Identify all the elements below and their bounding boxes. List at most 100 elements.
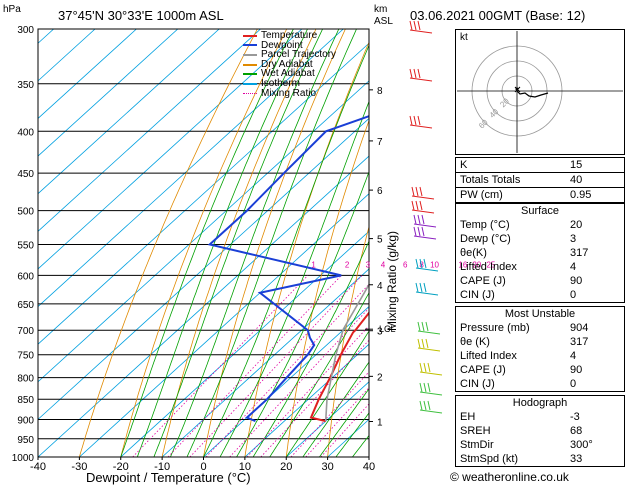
wet-adiabat-line: [186, 29, 357, 457]
pressure-tick-label: 950: [17, 435, 34, 446]
series-parcel-trajectory: [324, 283, 369, 422]
hpa-axis-unit: hPa: [3, 4, 21, 15]
legend-item: Dewpoint: [243, 40, 358, 51]
dry-adiabat-line: [368, 449, 369, 457]
stat-value: 90: [566, 274, 625, 288]
dry-adiabat-line: [203, 29, 346, 457]
legend-item: Parcel Trajectory: [243, 50, 358, 60]
wind-barb-icon: [409, 20, 433, 34]
stat-label: CAPE (J): [455, 363, 566, 377]
x-tick-label: -40: [30, 461, 46, 473]
wet-adiabat-line: [269, 291, 369, 457]
wet-adiabat-line: [203, 44, 369, 457]
legend-label: Isotherm: [261, 77, 300, 89]
wet-adiabat-line: [319, 388, 369, 457]
legend-swatch: [243, 34, 257, 37]
legend-item: Temperature: [243, 31, 358, 41]
stat-value: 3: [566, 232, 625, 246]
dry-adiabat-line: [79, 29, 258, 457]
mixing-ratio-axis-label: Mixing Ratio (g/kg): [385, 230, 399, 332]
stat-label: Dewp (°C): [455, 232, 566, 246]
km-tick-label: 5: [377, 235, 383, 246]
x-axis-label: Dewpoint / Temperature (°C): [86, 470, 251, 485]
wet-adiabat-line: [136, 29, 308, 457]
table-row: Lifted Index 4: [455, 260, 625, 274]
mixing-ratio-label: 10: [430, 260, 439, 269]
isotherm-line: [38, 29, 303, 270]
legend-swatch: [243, 73, 257, 76]
stat-label: SREH: [455, 424, 566, 438]
x-tick-label: -10: [154, 461, 170, 473]
legend-swatch: [243, 53, 257, 56]
mixing-ratio-label: 4: [381, 260, 386, 269]
stat-value: 33: [566, 452, 625, 467]
wet-adiabat-line: [219, 100, 369, 457]
x-tick-label: -30: [71, 461, 87, 473]
stat-label: CIN (J): [455, 288, 566, 303]
mixing-ratio-line: [132, 275, 309, 457]
legend-item: Mixing Ratio: [243, 87, 358, 99]
pressure-tick-label: 550: [17, 240, 34, 251]
pressure-tick-label: 850: [17, 395, 34, 406]
legend-swatch: [243, 63, 257, 66]
pressure-tick-label: 600: [17, 271, 34, 282]
most-unstable-table: Most Unstable Pressure (mb) 904 θe (K) 317 Li…: [455, 306, 625, 392]
stat-label: Lifted Index: [455, 260, 566, 274]
wind-barb-icon: [417, 338, 441, 352]
table-row: Pressure (mb) 904: [455, 321, 625, 335]
series-dewpoint: [207, 115, 369, 423]
stat-value: 20: [566, 218, 625, 232]
mixing-ratio-label: 1: [311, 260, 316, 269]
legend-label: Parcel Trajectory: [261, 49, 337, 61]
stat-value: 300°: [566, 438, 625, 452]
stat-value: 68: [566, 424, 625, 438]
wind-barb-icon: [415, 258, 439, 272]
pressure-tick-label: 1000: [12, 453, 35, 464]
table-row: EH -3: [455, 410, 625, 424]
km-tick-label: 4: [377, 281, 383, 292]
wind-barb-icon: [409, 68, 433, 82]
isotherm-line: [203, 306, 369, 457]
wind-barb-icon: [411, 200, 435, 214]
mixing-ratio-label: 2: [345, 260, 350, 269]
wind-barb-icon: [419, 400, 443, 414]
pressure-tick-label: 450: [17, 169, 34, 180]
storm-motion-marker: [514, 86, 521, 93]
wind-barb-icon: [409, 115, 433, 129]
pressure-tick-label: 750: [17, 351, 34, 362]
location-title: 37°45'N 30°33'E 1000m ASL: [58, 8, 224, 23]
dry-adiabat-line: [120, 29, 288, 457]
dry-adiabat-line: [285, 119, 369, 457]
wet-adiabat-line: [120, 29, 294, 457]
wind-barb-icon: [413, 214, 437, 228]
table-row: Temp (°C) 20: [455, 218, 625, 232]
stat-label: Totals Totals: [455, 172, 566, 188]
legend-swatch: [243, 92, 257, 94]
wind-barb-icon: [411, 186, 435, 200]
wet-adiabat-line: [236, 170, 369, 457]
stat-label: CAPE (J): [455, 274, 566, 288]
stat-value: 0: [566, 377, 625, 392]
wind-barb-icon: [419, 382, 443, 396]
pressure-tick-label: 900: [17, 416, 34, 427]
series-temperature: [309, 311, 369, 423]
pressure-tick-label: 700: [17, 326, 34, 337]
km-tick-label: 2: [377, 372, 383, 383]
stat-label: StmDir: [455, 438, 566, 452]
stat-value: 90: [566, 363, 625, 377]
pressure-tick-label: 800: [17, 374, 34, 385]
mixing-ratio-line: [167, 275, 342, 457]
stat-label: CIN (J): [455, 377, 566, 392]
x-tick-label: 30: [322, 461, 334, 473]
table-row: Dewp (°C) 3: [455, 232, 625, 246]
mixing-ratio-label: 8: [419, 260, 424, 269]
legend-label: Mixing Ratio: [261, 87, 317, 99]
surface-table: Surface Temp (°C) 20 Dewp (°C) 3 θe(K) 317 Lift…: [455, 203, 625, 303]
table-row: StmSpd (kt) 33: [455, 452, 625, 467]
dry-adiabat-line: [161, 29, 317, 457]
km-axis-unit: km: [374, 4, 388, 15]
table-row: CAPE (J) 90: [455, 363, 625, 377]
wet-adiabat-line: [153, 29, 323, 457]
